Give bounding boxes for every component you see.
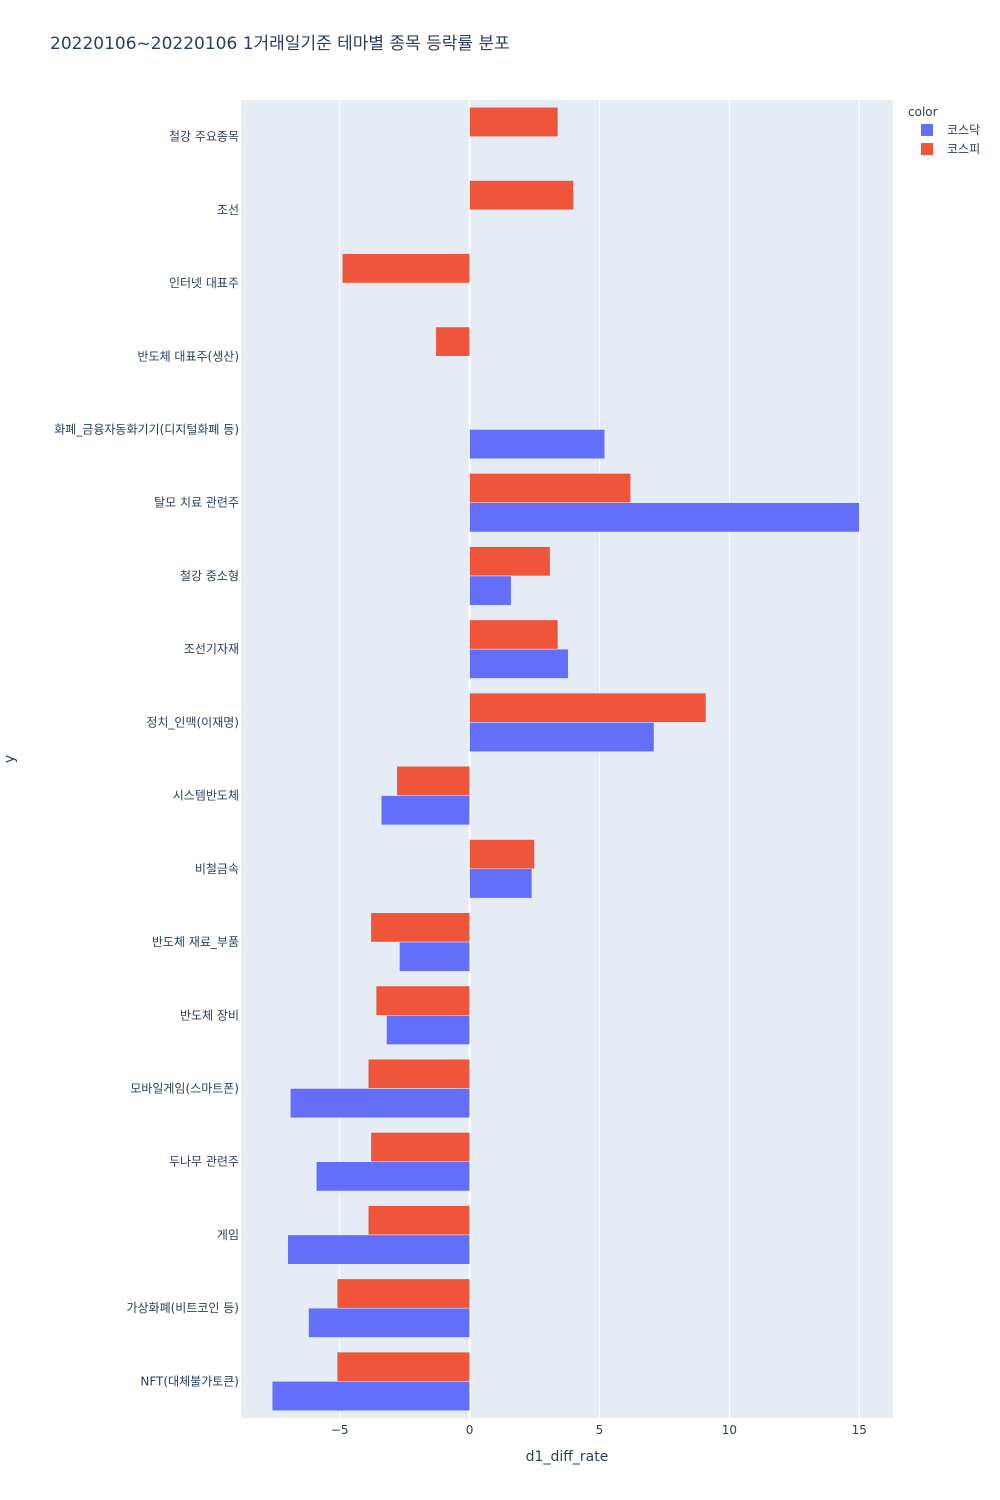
x-tick-label: 0	[466, 1423, 474, 1437]
legend-swatch-kosdaq	[921, 124, 933, 136]
bar-kosdaq[interactable]	[386, 1015, 470, 1045]
bar-kospi[interactable]	[469, 619, 559, 650]
legend-title: color	[908, 105, 938, 119]
y-tick-label: 탈모 치료 관련주	[154, 496, 239, 510]
legend-label-kospi: 코스피	[947, 142, 980, 156]
gridlines	[339, 100, 860, 1418]
bar-kosdaq[interactable]	[316, 1161, 470, 1192]
bar-kospi[interactable]	[469, 839, 535, 870]
x-axis-title: d1_diff_rate	[526, 1449, 609, 1465]
bar-kospi[interactable]	[469, 692, 707, 723]
y-tick-label: 가상화폐(비트코인 등)	[126, 1301, 239, 1315]
bar-kospi[interactable]	[396, 766, 470, 796]
bar-kospi[interactable]	[435, 326, 470, 357]
bar-kosdaq[interactable]	[290, 1088, 470, 1119]
y-tick-label: 철강 주요종목	[169, 130, 239, 144]
y-tick-label: 조선	[217, 203, 239, 217]
bar-kospi[interactable]	[469, 107, 559, 137]
y-tick-label: 정치_인맥(이재명)	[146, 715, 239, 729]
bar-kospi[interactable]	[370, 912, 470, 943]
y-tick-label: 비철금속	[195, 862, 239, 876]
x-tick-labels: −5 0 5 10 15	[331, 1423, 867, 1437]
legend[interactable]: color 코스닥 코스피	[908, 105, 980, 156]
y-tick-label: 반도체 대표주(생산)	[138, 349, 240, 363]
y-tick-label: 화폐_금융자동화기기(디지털화폐 등)	[54, 423, 239, 437]
bar-kosdaq[interactable]	[469, 648, 569, 679]
y-axis-title: y	[2, 755, 18, 763]
bar-kospi[interactable]	[469, 473, 631, 503]
chart-title: 20220106~20220106 1거래일기준 테마별 종목 등락률 분포	[50, 34, 510, 54]
bar-kosdaq[interactable]	[469, 575, 512, 606]
y-tick-label: 철강 중소형	[180, 569, 239, 583]
bar-kospi[interactable]	[342, 253, 470, 284]
bar-kospi[interactable]	[368, 1205, 470, 1236]
legend-item-kosdaq[interactable]: 코스닥	[921, 123, 980, 137]
y-tick-label: 모바일게임(스마트폰)	[130, 1082, 239, 1096]
bar-kosdaq[interactable]	[381, 795, 470, 826]
y-tick-label: 반도체 재료_부품	[152, 935, 239, 949]
y-tick-label: NFT(대체불가토큰)	[140, 1374, 239, 1388]
bar-kospi[interactable]	[336, 1351, 470, 1382]
bar-kosdaq[interactable]	[469, 722, 655, 752]
bar-kosdaq[interactable]	[469, 429, 605, 460]
plot-background	[241, 100, 893, 1418]
legend-label-kosdaq: 코스닥	[947, 123, 980, 137]
bar-kosdaq[interactable]	[399, 941, 470, 972]
x-tick-label: −5	[331, 1423, 349, 1437]
y-tick-label: 반도체 장비	[180, 1008, 239, 1022]
y-tick-label: 게임	[217, 1228, 239, 1242]
bar-kosdaq[interactable]	[287, 1234, 470, 1265]
bar-kospi[interactable]	[336, 1278, 470, 1309]
x-tick-label: 15	[852, 1423, 867, 1437]
bar-kospi[interactable]	[469, 546, 551, 577]
bar-kospi[interactable]	[375, 985, 470, 1016]
x-tick-label: 10	[722, 1423, 737, 1437]
bar-kosdaq[interactable]	[308, 1307, 470, 1338]
bars[interactable]	[271, 107, 860, 1411]
bar-kosdaq[interactable]	[469, 502, 860, 533]
y-tick-label: 조선기자재	[184, 642, 239, 656]
legend-item-kospi[interactable]: 코스피	[921, 142, 980, 156]
bar-kosdaq[interactable]	[271, 1381, 470, 1411]
legend-swatch-kospi	[921, 143, 933, 155]
bar-kospi[interactable]	[469, 180, 574, 211]
y-tick-label: 두나무 관련주	[169, 1155, 239, 1169]
bar-kospi[interactable]	[368, 1058, 470, 1089]
bar-kosdaq[interactable]	[469, 868, 533, 899]
y-tick-label: 시스템반도체	[173, 789, 239, 803]
y-tick-label: 인터넷 대표주	[169, 276, 239, 290]
bar-kospi[interactable]	[370, 1132, 470, 1162]
x-tick-label: 5	[596, 1423, 604, 1437]
